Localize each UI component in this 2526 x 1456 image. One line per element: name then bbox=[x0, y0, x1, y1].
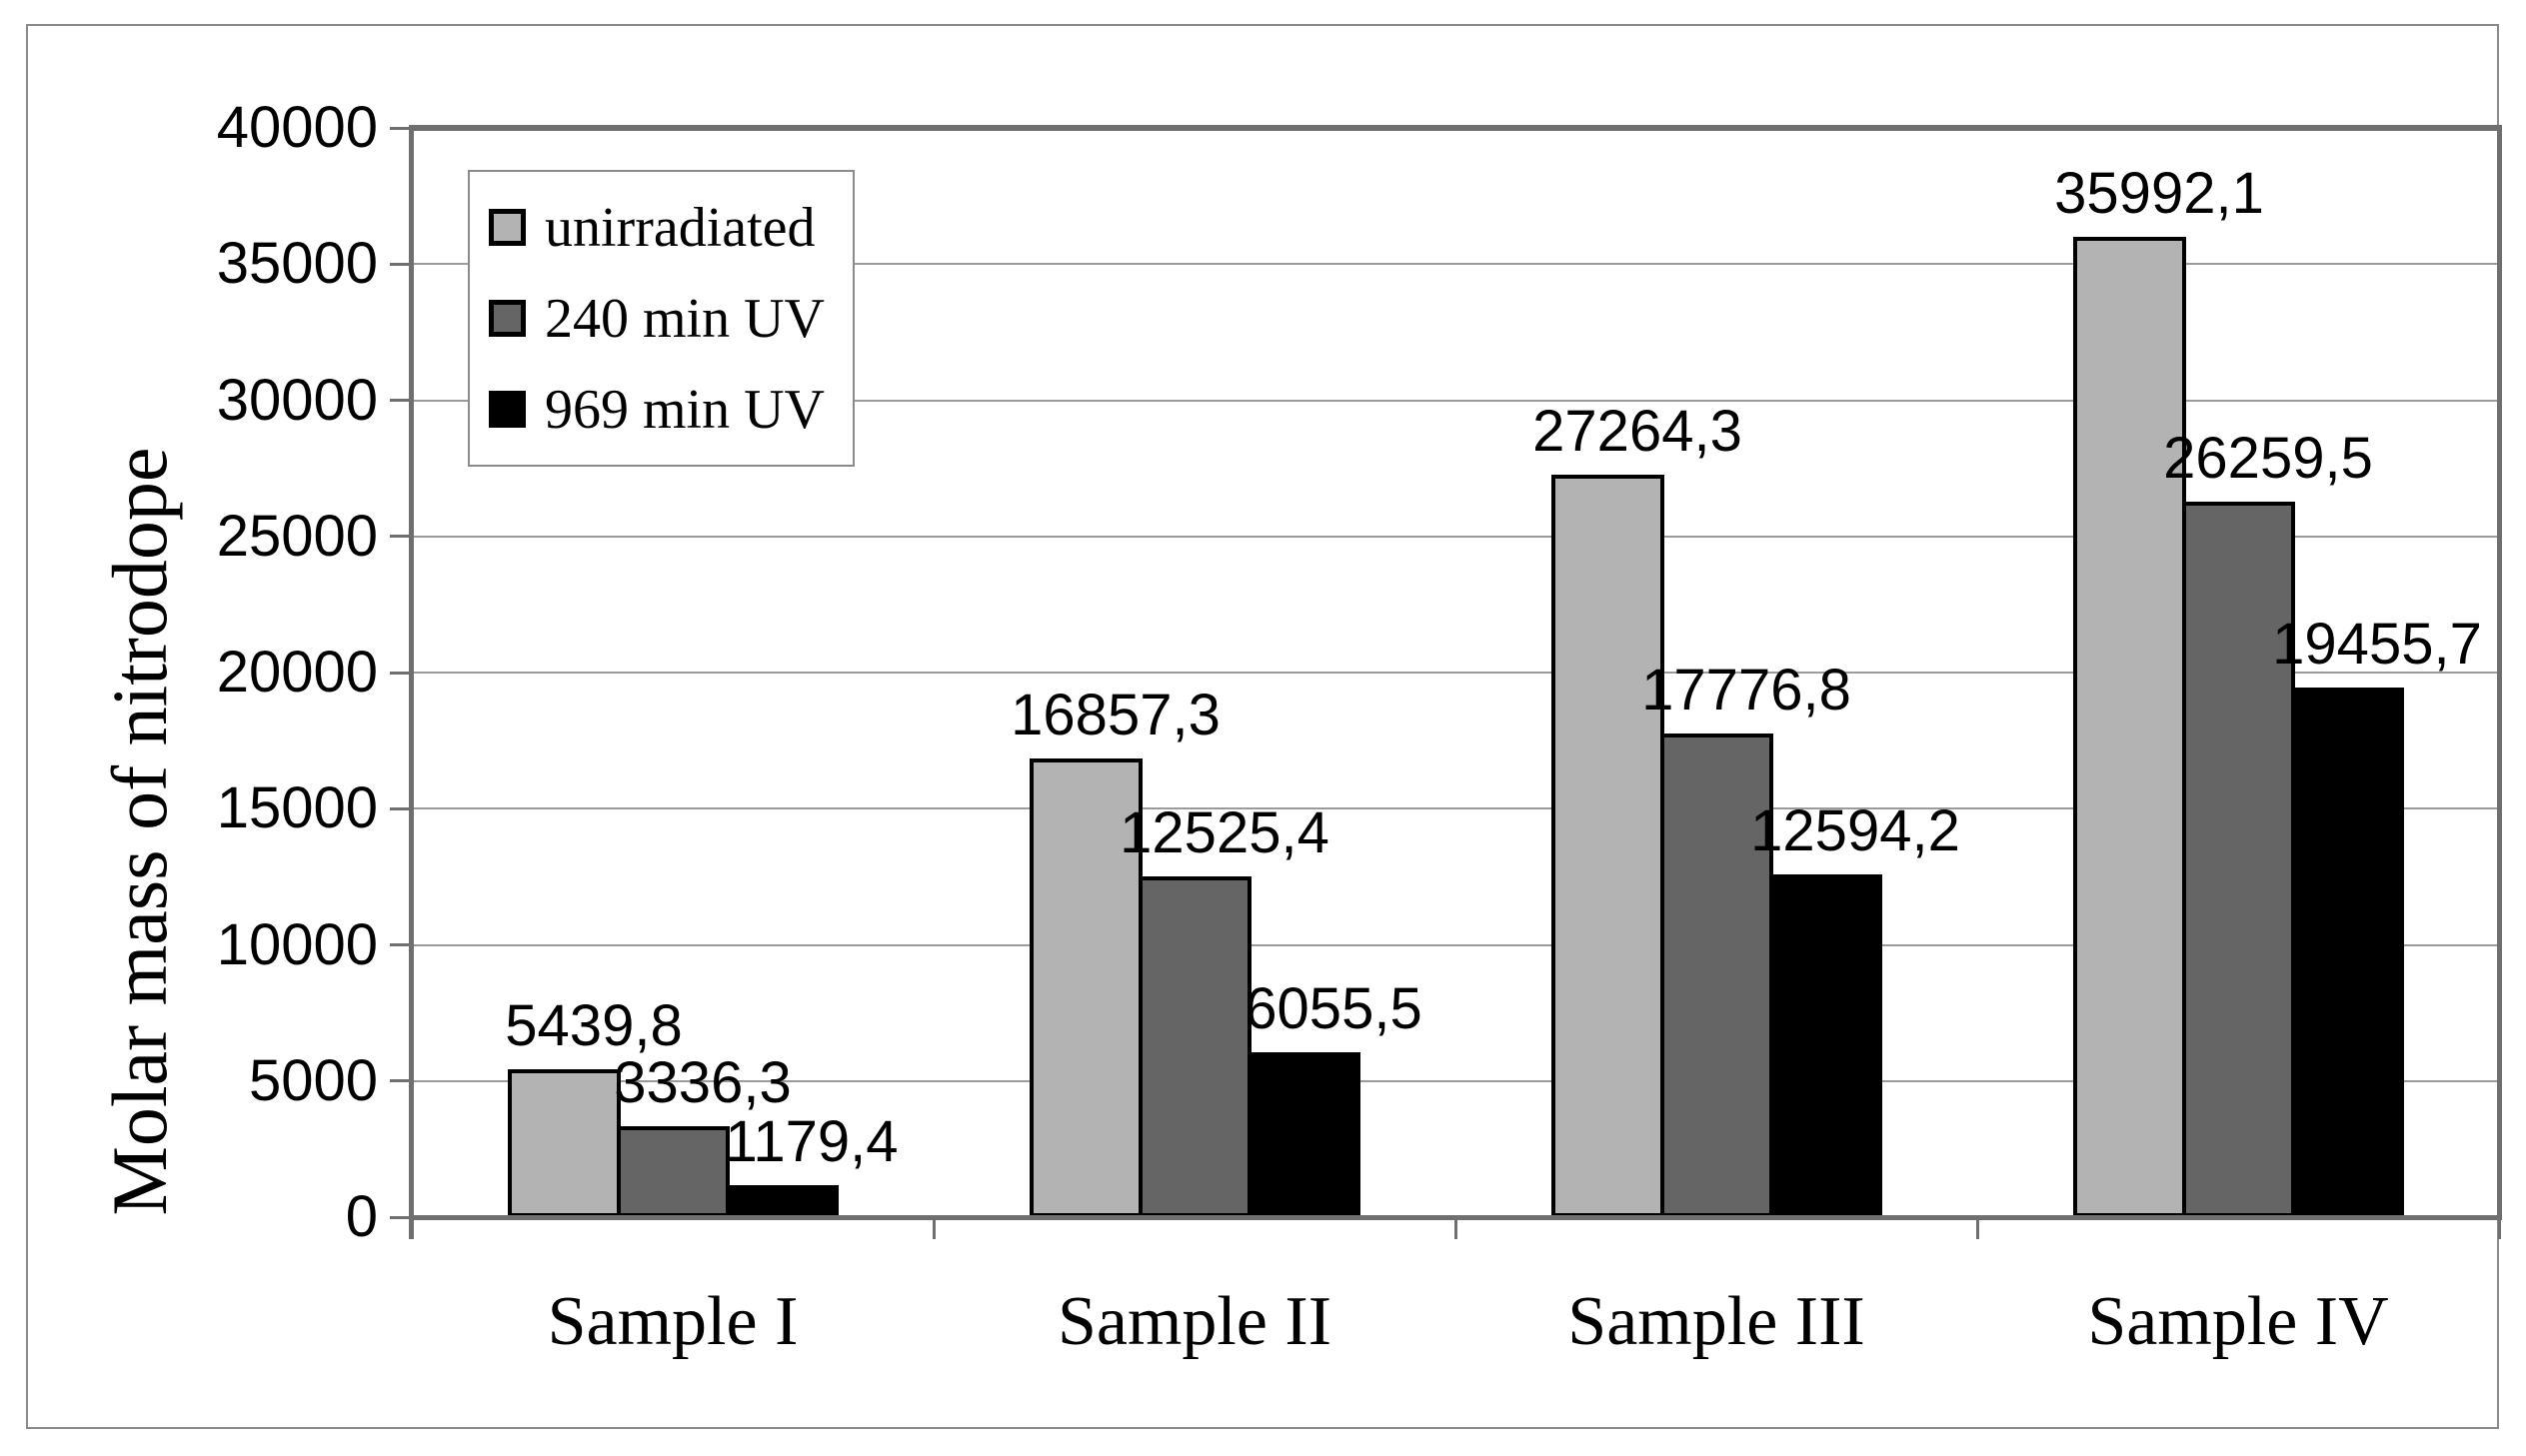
legend-label-969-min-uv: 969 min UV bbox=[545, 378, 825, 441]
data-label: 19455,7 bbox=[2272, 611, 2482, 677]
gridline bbox=[412, 399, 2499, 402]
gridline bbox=[412, 943, 2499, 946]
data-label: 17776,8 bbox=[1641, 657, 1851, 723]
x-axis-line bbox=[412, 1215, 2502, 1220]
x-category-label-sample-3: Sample III bbox=[1567, 1283, 1865, 1360]
bar-969-min-uv-sample-iv bbox=[2290, 687, 2404, 1217]
data-label: 16857,3 bbox=[1011, 682, 1221, 747]
y-axis-tick bbox=[390, 806, 412, 810]
bar-969-min-uv-sample-iii bbox=[1768, 873, 1882, 1217]
data-label: 1179,4 bbox=[725, 1108, 899, 1174]
plot-top-border bbox=[412, 125, 2502, 131]
x-axis-tick bbox=[1453, 1217, 1457, 1239]
plot-right-border bbox=[2497, 128, 2502, 1217]
legend: unirradiated 240 min UV 969 min UV bbox=[468, 170, 855, 467]
x-category-label-sample-1: Sample I bbox=[547, 1283, 799, 1360]
y-axis-tick bbox=[390, 262, 412, 266]
x-axis-tick bbox=[2497, 1217, 2501, 1239]
y-tick-label: 15000 bbox=[216, 775, 378, 841]
data-label: 26259,5 bbox=[2163, 426, 2373, 492]
y-axis-tick bbox=[390, 126, 412, 130]
gridline bbox=[412, 535, 2499, 538]
gridline bbox=[412, 807, 2499, 810]
x-category-label-sample-4: Sample IV bbox=[2087, 1283, 2389, 1360]
x-axis-tick bbox=[932, 1217, 936, 1239]
x-category-label-sample-2: Sample II bbox=[1057, 1283, 1332, 1360]
x-axis-tick bbox=[1975, 1217, 1979, 1239]
data-label: 12594,2 bbox=[1750, 797, 1960, 863]
y-tick-label: 0 bbox=[345, 1184, 378, 1249]
data-label: 27264,3 bbox=[1532, 399, 1742, 465]
y-tick-label: 5000 bbox=[248, 1047, 378, 1113]
y-tick-label: 20000 bbox=[216, 640, 378, 705]
data-label: 35992,1 bbox=[2054, 161, 2264, 227]
bar-969-min-uv-sample-ii bbox=[1247, 1051, 1360, 1217]
legend-label-unirradiated: unirradiated bbox=[545, 196, 816, 259]
gridline bbox=[412, 1079, 2499, 1082]
data-label: 5439,8 bbox=[505, 992, 683, 1058]
legend-swatch-969-min-uv bbox=[489, 391, 526, 428]
y-axis-tick bbox=[390, 399, 412, 402]
y-axis-tick bbox=[390, 1215, 412, 1219]
bar-240-min-uv-sample-i bbox=[616, 1126, 730, 1217]
data-label: 12525,4 bbox=[1120, 799, 1329, 865]
y-tick-label: 40000 bbox=[216, 95, 378, 160]
y-tick-label: 30000 bbox=[216, 367, 378, 433]
legend-label-240-min-uv: 240 min UV bbox=[545, 287, 825, 350]
bar-unirradiated-sample-iv bbox=[2072, 237, 2186, 1217]
legend-item-969-min-uv: 969 min UV bbox=[489, 382, 843, 438]
y-axis-tick bbox=[390, 535, 412, 539]
y-tick-label: 25000 bbox=[216, 503, 378, 569]
bar-969-min-uv-sample-i bbox=[725, 1184, 839, 1217]
bar-240-min-uv-sample-ii bbox=[1138, 875, 1252, 1217]
gridline bbox=[412, 263, 2499, 266]
data-label: 6055,5 bbox=[1245, 975, 1422, 1041]
bar-unirradiated-sample-i bbox=[507, 1068, 621, 1217]
y-axis-line bbox=[409, 125, 414, 1239]
y-tick-label: 35000 bbox=[216, 231, 378, 297]
legend-swatch-240-min-uv bbox=[489, 300, 526, 337]
data-label: 3336,3 bbox=[614, 1050, 792, 1116]
y-axis-tick bbox=[390, 671, 412, 675]
y-axis-tick bbox=[390, 943, 412, 946]
legend-item-240-min-uv: 240 min UV bbox=[489, 291, 843, 347]
y-tick-label: 10000 bbox=[216, 911, 378, 977]
y-axis-tick bbox=[390, 1079, 412, 1083]
legend-item-unirradiated: unirradiated bbox=[489, 200, 843, 256]
legend-swatch-unirradiated bbox=[489, 209, 526, 246]
gridline bbox=[412, 672, 2499, 674]
